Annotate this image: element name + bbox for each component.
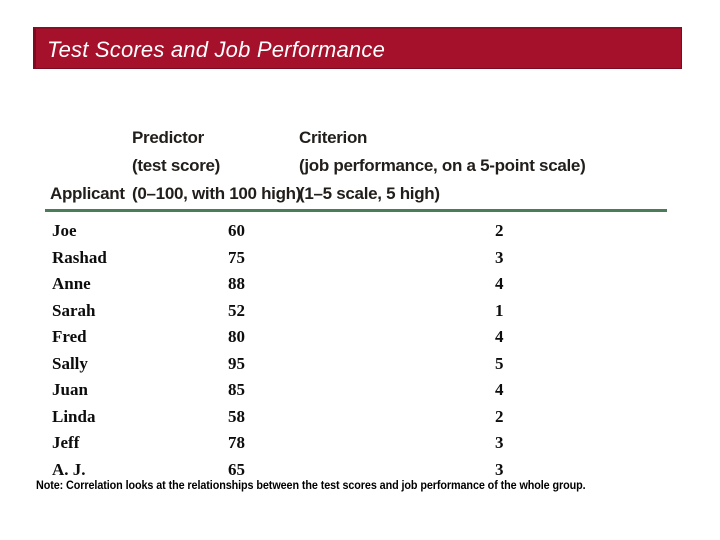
cell-score: 78 xyxy=(228,433,245,452)
table-row: Joe 60 2 xyxy=(52,218,612,245)
column-header-criterion: Criterion (job performance, on a 5-point… xyxy=(299,124,586,208)
cell-applicant: Sarah xyxy=(52,300,96,320)
cell-score: 60 xyxy=(228,221,245,240)
cell-score: 85 xyxy=(228,380,245,399)
table-row: Rashad 75 3 xyxy=(52,245,612,272)
predictor-header-line3: (0–100, with 100 high) xyxy=(132,184,302,203)
column-header-applicant: Applicant xyxy=(50,184,125,203)
cell-performance: 4 xyxy=(495,380,504,399)
cell-score: 95 xyxy=(228,353,245,373)
cell-applicant: Linda xyxy=(52,406,96,426)
cell-applicant: Anne xyxy=(52,274,91,293)
cell-score: 65 xyxy=(228,459,245,479)
predictor-header-line1: Predictor xyxy=(132,128,204,147)
cell-performance: 3 xyxy=(495,247,504,267)
cell-performance: 4 xyxy=(495,274,504,293)
table-row: Jeff 78 3 xyxy=(52,430,612,457)
cell-performance: 3 xyxy=(495,459,504,479)
table-row: Sally 95 5 xyxy=(52,351,612,378)
cell-applicant: Juan xyxy=(52,380,88,399)
table-row: Fred 80 4 xyxy=(52,324,612,351)
cell-score: 58 xyxy=(228,406,245,426)
footnote: Note: Correlation looks at the relations… xyxy=(36,478,586,492)
cell-score: 75 xyxy=(228,247,245,267)
cell-performance: 5 xyxy=(495,353,504,373)
column-header-predictor: Predictor (test score) (0–100, with 100 … xyxy=(132,124,301,208)
cell-score: 52 xyxy=(228,300,245,320)
table-header-rule xyxy=(45,209,667,212)
cell-score: 80 xyxy=(228,327,245,346)
cell-applicant: Joe xyxy=(52,221,77,240)
criterion-header-line2: (job performance, on a 5-point scale) xyxy=(299,156,586,175)
cell-applicant: A. J. xyxy=(52,459,86,479)
predictor-header-line2: (test score) xyxy=(132,156,221,175)
cell-performance: 2 xyxy=(495,221,504,240)
slide-title: Test Scores and Job Performance xyxy=(47,36,386,62)
table-row: Sarah 52 1 xyxy=(52,298,612,325)
cell-performance: 4 xyxy=(495,327,504,346)
criterion-header-line1: Criterion xyxy=(299,128,368,147)
cell-performance: 2 xyxy=(495,406,504,426)
criterion-header-line3: (1–5 scale, 5 high) xyxy=(299,184,440,203)
table-row: Juan 85 4 xyxy=(52,377,612,404)
cell-applicant: Jeff xyxy=(52,433,80,452)
cell-score: 88 xyxy=(228,274,245,293)
table-row: Anne 88 4 xyxy=(52,271,612,298)
table-row: A. J. 65 3 xyxy=(52,457,612,484)
cell-applicant: Fred xyxy=(52,327,87,346)
title-banner: Test Scores and Job Performance xyxy=(33,27,682,69)
cell-performance: 1 xyxy=(495,300,504,320)
cell-applicant: Rashad xyxy=(52,247,107,267)
table-body: Joe 60 2 Rashad 75 3 Anne 88 4 Sarah 52 1 Fred 80 4 Sal… xyxy=(52,218,612,483)
table-row: Linda 58 2 xyxy=(52,404,612,431)
cell-performance: 3 xyxy=(495,433,504,452)
cell-applicant: Sally xyxy=(52,353,88,373)
